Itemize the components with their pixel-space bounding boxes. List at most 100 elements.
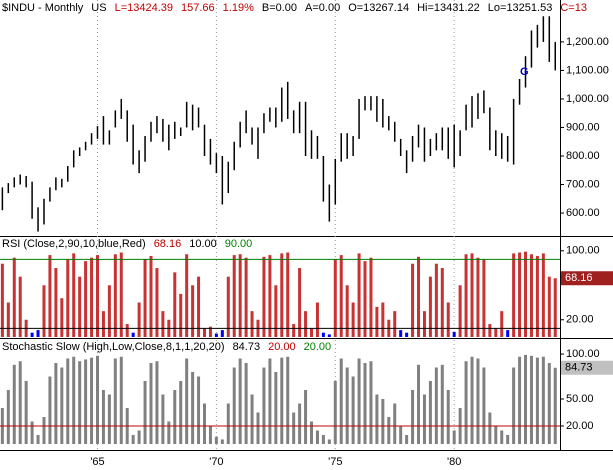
- indicator-bar: [197, 276, 201, 337]
- indicator-bar: [185, 358, 189, 444]
- header-text: 157.66: [181, 2, 215, 14]
- indicator-bar: [535, 255, 539, 337]
- indicator-bar: [191, 285, 195, 337]
- y-tick-label: 800.00: [566, 150, 600, 162]
- indicator-bar: [256, 412, 260, 444]
- indicator-bar: [298, 403, 302, 444]
- y-tick-label: 600.00: [566, 207, 600, 219]
- indicator-bar: [191, 372, 195, 444]
- indicator-bar: [399, 425, 403, 444]
- header-text: 20.00: [268, 341, 296, 353]
- value-box: [561, 271, 613, 286]
- value-box-label: 84.73: [565, 362, 593, 374]
- header-text: US: [91, 2, 106, 14]
- indicator-bar: [250, 311, 254, 337]
- indicator-bar: [60, 367, 64, 444]
- indicator-bar: [250, 394, 254, 444]
- header-text: 90.00: [225, 238, 253, 250]
- indicator-bar: [232, 367, 236, 444]
- indicator-bar: [292, 324, 296, 337]
- indicator-bar: [494, 328, 498, 337]
- indicator-bar: [42, 285, 46, 337]
- indicator-bar: [137, 302, 141, 337]
- y-tick-label: 700.00: [566, 178, 600, 190]
- indicator-bar: [482, 367, 486, 444]
- indicator-bar: [339, 358, 343, 444]
- indicator-bar: [30, 332, 34, 337]
- indicator-bar: [95, 255, 99, 337]
- indicator-bar: [208, 425, 212, 444]
- indicator-bar: [72, 253, 76, 337]
- indicator-bar: [553, 367, 557, 444]
- indicator-bar: [304, 390, 308, 444]
- header-text: 68.16: [154, 238, 182, 250]
- indicator-bar: [12, 257, 16, 337]
- indicator-bar: [452, 331, 456, 337]
- indicator-bar: [529, 355, 533, 444]
- indicator-bar: [274, 372, 278, 444]
- header-text: 1.19%: [223, 2, 254, 14]
- indicator-bar: [488, 412, 492, 444]
- indicator-bar: [30, 421, 34, 444]
- indicator-bar: [274, 285, 278, 337]
- indicator-bar: [321, 332, 325, 337]
- header-text: Hi=13431.22: [417, 2, 480, 14]
- indicator-bar: [512, 367, 516, 444]
- annotation: G: [520, 66, 529, 78]
- indicator-bar: [6, 302, 10, 337]
- y-tick-label: 20.00: [566, 420, 594, 432]
- header-text: 84.73: [233, 341, 261, 353]
- indicator-bar: [327, 439, 331, 444]
- indicator-bar: [119, 252, 123, 337]
- indicator-bar: [399, 330, 403, 337]
- indicator-bar: [149, 363, 153, 444]
- value-box-label: 68.16: [565, 272, 593, 284]
- header-text: Lo=13251.53: [488, 2, 553, 14]
- indicator-bar: [226, 403, 230, 444]
- indicator-bar: [232, 255, 236, 337]
- indicator-bar: [137, 430, 141, 444]
- indicator-bar: [125, 324, 129, 337]
- indicator-bar: [155, 361, 159, 444]
- indicator-bar: [500, 311, 504, 337]
- indicator-bar: [119, 356, 123, 444]
- indicator-bar: [428, 381, 432, 444]
- indicator-bar: [357, 253, 361, 337]
- indicator-bar: [345, 367, 349, 444]
- indicator-bar: [512, 253, 516, 337]
- indicator-bar: [173, 272, 177, 337]
- indicator-bar: [470, 253, 474, 337]
- header-text: A=0.00: [305, 2, 340, 14]
- indicator-bar: [500, 430, 504, 444]
- indicator-bar: [214, 436, 218, 444]
- indicator-bar: [541, 253, 545, 337]
- indicator-bar: [12, 364, 16, 444]
- indicator-bar: [506, 330, 510, 337]
- indicator-bar: [422, 394, 426, 444]
- indicator-bar: [72, 356, 76, 444]
- indicator-bar: [464, 361, 468, 444]
- y-tick-label: 1,200.00: [566, 36, 609, 48]
- indicator-bar: [149, 255, 153, 337]
- indicator-bar: [167, 421, 171, 444]
- indicator-bar: [292, 412, 296, 444]
- indicator-bar: [369, 361, 373, 444]
- indicator-bar: [173, 390, 177, 444]
- indicator-bar: [220, 330, 224, 337]
- indicator-bar: [101, 390, 105, 444]
- indicator-bar: [488, 324, 492, 337]
- indicator-bar: [434, 263, 438, 337]
- indicator-bar: [357, 358, 361, 444]
- indicator-bar: [95, 355, 99, 444]
- indicator-bar: [107, 394, 111, 444]
- indicator-bar: [405, 434, 409, 444]
- indicator-bar: [547, 363, 551, 444]
- indicator-bar: [143, 381, 147, 444]
- indicator-bar: [36, 330, 40, 337]
- y-tick-label: 50.00: [566, 393, 594, 405]
- indicator-bar: [452, 430, 456, 444]
- indicator-bar: [6, 390, 10, 444]
- indicator-bar: [446, 390, 450, 444]
- indicator-bar: [310, 421, 314, 444]
